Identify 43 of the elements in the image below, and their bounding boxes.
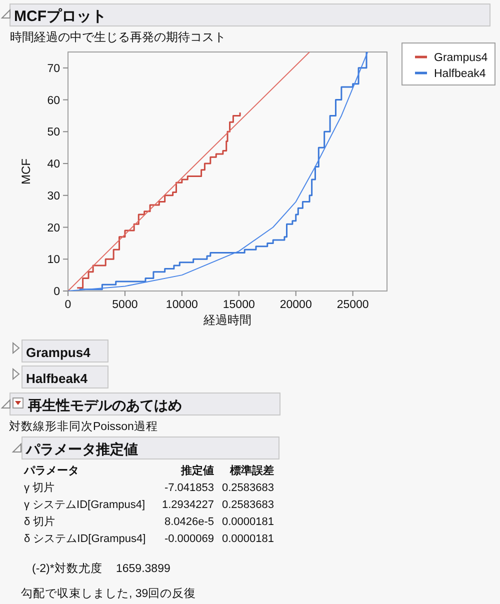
text: 1659.3899 xyxy=(116,563,170,575)
legend-label: Grampus4 xyxy=(434,52,488,64)
x-tick-label: 15000 xyxy=(222,299,255,311)
x-tick-label: 20000 xyxy=(280,299,312,311)
text: γ 切片 xyxy=(24,481,55,494)
text: -7.041853 xyxy=(164,482,214,494)
text: 8.0426e-5 xyxy=(164,516,214,528)
text: 0.2583683 xyxy=(222,499,274,511)
text: 推定値 xyxy=(180,464,214,477)
chart-subtitle: 時間経過の中で生じる再発の期待コスト xyxy=(10,30,226,44)
chart-title: MCFプロット xyxy=(14,8,106,25)
y-tick-label: 40 xyxy=(47,158,60,171)
text: 0.0000181 xyxy=(222,516,274,528)
x-tick-label: 25000 xyxy=(336,299,369,311)
text: 0.0000181 xyxy=(222,533,274,545)
y-axis-title: MCF xyxy=(19,158,33,184)
y-tick-label: 10 xyxy=(47,254,60,266)
text: γ システムID[Grampus4] xyxy=(24,499,146,511)
x-axis-title: 経過時間 xyxy=(202,313,252,327)
text: 1.2934227 xyxy=(162,499,214,511)
text: Halfbeak4 xyxy=(26,371,88,386)
y-tick-label: 70 xyxy=(47,62,60,75)
text: Grampus4 xyxy=(26,345,92,360)
text: δ システムID[Grampus4] xyxy=(24,533,146,545)
text: 再生性モデルのあてはめ xyxy=(27,397,182,413)
text: -0.000069 xyxy=(164,533,214,545)
text: 標準誤差 xyxy=(229,464,274,477)
text: パラメータ推定値 xyxy=(25,441,138,457)
y-tick-label: 30 xyxy=(47,190,60,202)
y-tick-label: 20 xyxy=(47,222,60,234)
text: 勾配で収束しました, 39回の反復 xyxy=(21,587,196,600)
y-tick-label: 50 xyxy=(47,126,60,139)
x-tick-label: 0 xyxy=(64,299,72,311)
x-tick-label: 10000 xyxy=(166,299,198,311)
text: 0.2583683 xyxy=(222,482,274,494)
x-tick-label: 5000 xyxy=(112,299,138,311)
text: パラメータ xyxy=(23,465,79,477)
y-tick-label: 0 xyxy=(54,286,60,298)
text: δ 切片 xyxy=(24,515,56,528)
legend-label: Halfbeak4 xyxy=(434,68,486,80)
y-tick-label: 60 xyxy=(47,94,60,107)
text: (-2)*対数尤度 xyxy=(32,561,102,575)
text: 対数線形非同次Poisson過程 xyxy=(9,419,158,433)
